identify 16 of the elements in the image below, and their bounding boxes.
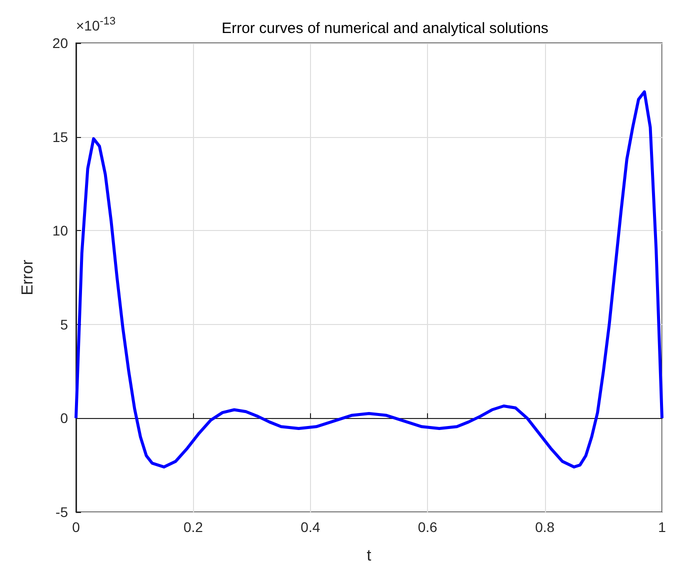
y-tick-label: 20 [52, 35, 68, 51]
x-axis-title: t [366, 548, 372, 564]
x-tick-label: 0.8 [535, 519, 555, 535]
y-tick-label: -5 [56, 504, 68, 520]
chart-title: Error curves of numerical and analytical solutions [222, 20, 548, 37]
y-tick-label: 15 [52, 128, 68, 145]
x-tick-label: 1 [658, 519, 666, 535]
y-tick-label: 10 [52, 222, 68, 239]
y-axis-title: Error [20, 259, 36, 296]
y-tick-label: 0 [60, 410, 68, 426]
x-tick-label: 0 [72, 519, 80, 535]
x-tick-label: 0.4 [300, 519, 320, 535]
y-tick-label: 5 [60, 316, 68, 332]
line-series [74, 90, 664, 468]
x-tick-label: 0.6 [418, 519, 438, 535]
x-tick-label: 0.2 [183, 519, 204, 535]
